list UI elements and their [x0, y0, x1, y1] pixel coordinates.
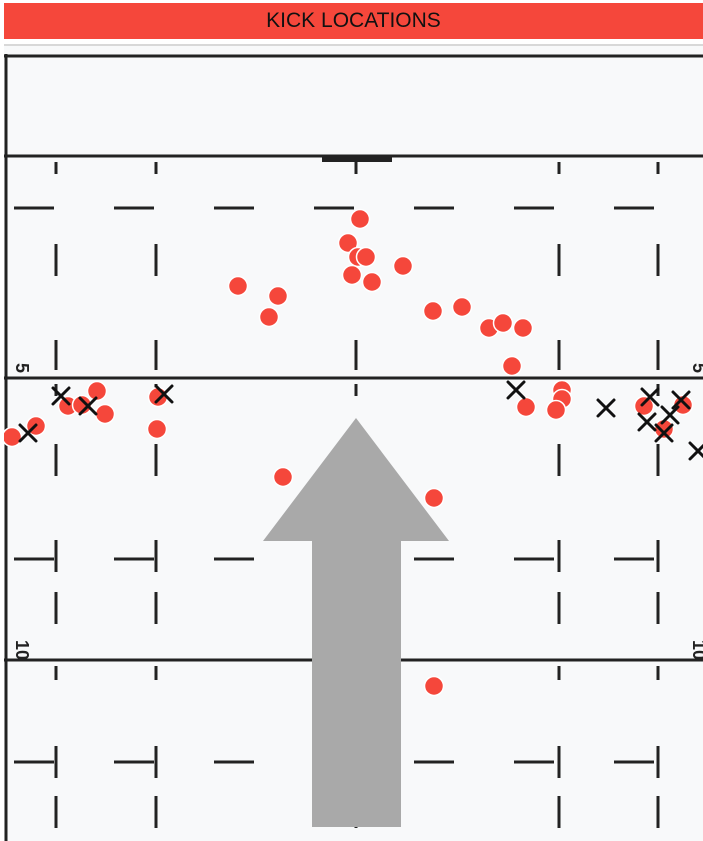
x-mark-icon	[154, 384, 174, 404]
kick-dot	[272, 466, 294, 488]
field-svg: 5 5 10 10	[4, 44, 703, 841]
x-mark-icon	[640, 387, 660, 407]
x-mark-icon	[51, 386, 71, 406]
kick-dot	[94, 403, 116, 425]
kick-dot	[512, 317, 534, 339]
football-field-chart: 5 5 10 10	[4, 44, 703, 841]
kick-dot	[451, 296, 473, 318]
kick-dot	[515, 396, 537, 418]
x-mark-icon	[671, 390, 691, 410]
kick-dot	[71, 394, 93, 416]
x-mark-stroke	[688, 443, 703, 461]
x-mark-icon	[506, 380, 526, 400]
kick-dot	[422, 300, 444, 322]
kick-dot	[355, 246, 377, 268]
kick-dot	[341, 264, 363, 286]
kick-dot	[423, 487, 445, 509]
kick-dot	[227, 275, 249, 297]
yard-number: 10	[12, 640, 32, 660]
kick-dot	[349, 208, 371, 230]
x-mark-stroke	[660, 405, 680, 425]
x-mark-icon	[637, 412, 657, 432]
x-mark-icon	[78, 396, 98, 416]
x-mark-stroke	[506, 380, 526, 400]
goalpost-mark	[322, 156, 392, 162]
kick-dot	[492, 312, 514, 334]
x-mark-stroke	[51, 386, 71, 406]
x-mark-icon	[654, 423, 674, 443]
kick-dot	[337, 232, 359, 254]
kick-dot	[258, 306, 280, 328]
chart-title: KICK LOCATIONS	[4, 3, 703, 39]
yard-number: 5	[12, 363, 32, 373]
x-mark-stroke	[671, 390, 691, 410]
kick-dot	[267, 285, 289, 307]
kick-dot	[545, 399, 567, 421]
x-mark-stroke	[654, 423, 674, 443]
kick-dot	[672, 394, 694, 416]
kick-dot	[86, 380, 108, 402]
kick-dot	[146, 418, 168, 440]
kick-dot	[501, 355, 523, 377]
kick-dot	[392, 255, 414, 277]
kick-dot	[633, 395, 655, 417]
yard-number: 5	[689, 363, 703, 373]
x-mark-icon	[596, 398, 616, 418]
kick-dot	[147, 386, 169, 408]
x-mark-stroke	[154, 384, 174, 404]
direction-arrow-icon	[263, 418, 449, 827]
kick-dot	[423, 675, 445, 697]
x-mark-stroke	[637, 412, 657, 432]
x-mark-icon	[18, 423, 38, 443]
x-mark-stroke	[78, 396, 98, 416]
x-mark-icon	[660, 405, 680, 425]
yard-number: 10	[689, 640, 703, 660]
kick-dot	[4, 426, 23, 448]
x-mark-stroke	[18, 423, 38, 443]
x-mark-stroke	[640, 387, 660, 407]
kick-dot	[361, 271, 383, 293]
x-mark-icon	[688, 441, 703, 461]
x-mark-stroke	[596, 398, 616, 418]
